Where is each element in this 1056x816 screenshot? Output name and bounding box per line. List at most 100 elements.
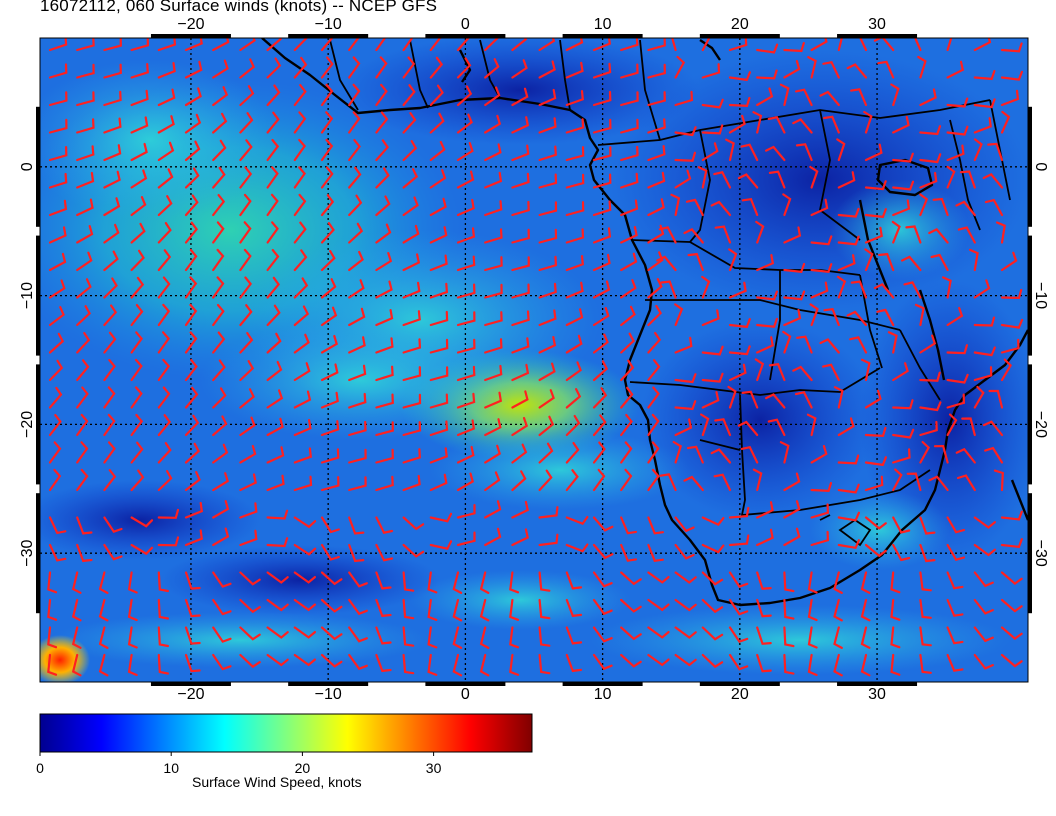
wind-barb <box>320 56 334 79</box>
wind-barb <box>864 475 884 492</box>
wind-barb <box>456 170 475 189</box>
wind-barb <box>98 626 109 649</box>
wind-barb <box>212 276 225 299</box>
wind-barb <box>456 392 476 409</box>
wind-barb <box>647 516 664 535</box>
wind-barb <box>1000 358 1012 382</box>
wind-barb <box>375 195 391 217</box>
wind-barb <box>456 85 473 107</box>
wind-barb <box>860 358 871 382</box>
wind-barb <box>484 391 503 409</box>
wind-barb <box>783 653 795 675</box>
wind-barb <box>402 253 421 272</box>
wind-barb <box>728 506 750 519</box>
wind-barb <box>701 653 724 669</box>
wind-barb <box>538 173 558 189</box>
lon-tick-bar-top <box>150 34 231 38</box>
wind-barb <box>239 276 252 299</box>
wind-barb <box>348 336 366 354</box>
wind-barb <box>819 90 840 107</box>
wind-barb <box>982 420 1004 437</box>
wind-barb <box>47 571 58 594</box>
wind-barb <box>157 414 171 437</box>
wind-barb <box>293 305 310 327</box>
wind-barb <box>565 228 585 244</box>
wind-barb <box>320 571 343 586</box>
wind-barb <box>239 416 256 437</box>
wind-barb <box>402 571 415 592</box>
wind-barb <box>130 89 149 107</box>
wind-barb <box>674 55 686 79</box>
wind-barb <box>892 543 911 562</box>
wind-barb <box>647 91 666 107</box>
wind-barb <box>620 332 635 354</box>
wind-barb <box>348 543 365 563</box>
wind-barb <box>212 59 229 79</box>
wind-barb <box>266 571 289 584</box>
wind-barb <box>212 527 230 547</box>
wind-barb <box>212 500 230 519</box>
wind-barb <box>184 221 198 244</box>
wind-barb <box>674 516 695 533</box>
wind-barb <box>876 308 895 327</box>
wind-barb <box>293 84 307 107</box>
wind-barb <box>846 63 868 79</box>
wind-barb <box>592 598 613 616</box>
wind-barb <box>212 359 226 382</box>
wind-barb <box>429 282 449 299</box>
wind-barb <box>103 170 121 189</box>
wind-barb <box>184 194 199 217</box>
lon-tick-label-top: −10 <box>315 16 342 33</box>
wind-barb <box>103 144 122 162</box>
wind-barb <box>620 252 638 272</box>
wind-barb <box>157 470 173 492</box>
wind-barb <box>157 331 170 354</box>
wind-barb <box>103 304 118 327</box>
wind-barb <box>1000 626 1023 640</box>
wind-barb <box>320 448 340 464</box>
wind-barb <box>456 142 474 162</box>
lat-tick-label-right: 0 <box>1032 162 1049 171</box>
wind-barb <box>565 61 584 79</box>
wind-barb <box>427 571 438 594</box>
wind-barb <box>157 88 176 107</box>
wind-barb <box>239 653 261 669</box>
wind-barb <box>647 653 670 667</box>
lon-tick-bar-bottom <box>425 682 506 686</box>
wind-barb <box>456 445 475 464</box>
wind-barb <box>348 598 368 616</box>
wind-barb <box>538 626 551 647</box>
wind-barb <box>538 469 553 492</box>
wind-barb <box>239 304 253 327</box>
wind-barb <box>375 516 394 534</box>
wind-barb <box>538 309 557 327</box>
wind-barb <box>47 653 58 676</box>
wind-barb <box>239 193 252 217</box>
wind-barb <box>375 448 394 464</box>
wind-barb <box>402 56 416 79</box>
wind-barb <box>701 124 724 135</box>
wind-barb <box>714 225 732 244</box>
wind-barb <box>538 145 557 162</box>
wind-barb <box>348 56 361 79</box>
wind-barb <box>928 475 949 492</box>
wind-barb <box>48 226 67 244</box>
lon-tick-label-bottom: −10 <box>315 686 342 700</box>
wind-barb <box>919 626 932 647</box>
wind-barb <box>484 86 501 107</box>
wind-barb <box>130 441 144 464</box>
wind-barb <box>984 446 1004 464</box>
wind-barb <box>511 470 527 492</box>
wind-barb <box>765 145 786 162</box>
wind-barb <box>1000 318 1024 329</box>
wind-barb <box>293 626 316 639</box>
wind-barb <box>1000 251 1018 272</box>
wind-barb <box>768 170 786 189</box>
wind-barb <box>103 63 122 79</box>
wind-barb <box>620 598 642 613</box>
wind-barb <box>293 419 312 437</box>
wind-barb <box>157 249 172 272</box>
wind-barb <box>620 145 639 162</box>
wind-barb <box>266 193 279 217</box>
wind-barb <box>293 571 316 584</box>
